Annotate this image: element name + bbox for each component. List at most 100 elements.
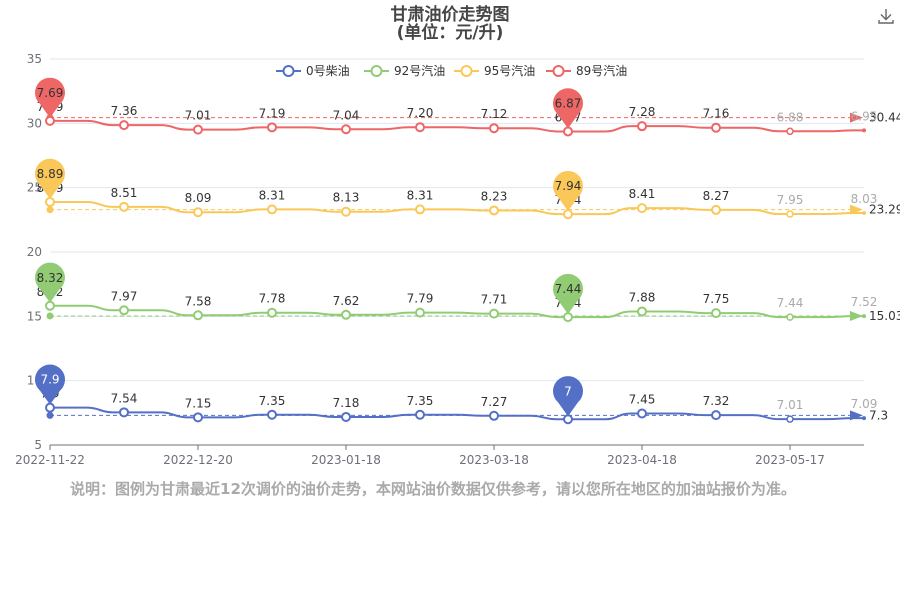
average-arrow (850, 112, 863, 123)
data-point (489, 410, 499, 421)
data-point (711, 204, 721, 215)
data-label: 7.16 (703, 107, 730, 121)
data-point (415, 307, 425, 318)
legend-item[interactable]: 0号柴油 (276, 64, 350, 78)
marker-pin-label: 7.44 (555, 282, 582, 296)
data-label: 7.75 (703, 292, 730, 306)
data-label: 7.45 (629, 392, 656, 406)
chart-title: 甘肃油价走势图 (391, 4, 510, 25)
data-point (563, 209, 573, 220)
data-point (341, 309, 351, 320)
data-point (786, 210, 794, 218)
x-tick-label: 2023-05-17 (755, 453, 825, 467)
data-label: 7.32 (703, 394, 730, 408)
average-start-dot (46, 411, 54, 419)
y-tick-label: 25 (27, 181, 42, 195)
legend-swatch-marker (370, 65, 383, 77)
data-point (267, 204, 277, 215)
marker-pin-label: 6.87 (555, 96, 582, 110)
y-tick-label: 30 (27, 116, 42, 130)
legend-label: 0号柴油 (306, 64, 350, 78)
data-label: 8.31 (407, 188, 434, 202)
data-point (862, 416, 866, 421)
data-point (637, 408, 647, 419)
data-point (119, 120, 129, 131)
data-point (563, 312, 573, 323)
data-label: 7.88 (629, 290, 656, 304)
data-label: 6.88 (777, 110, 804, 124)
marker-pin (35, 77, 65, 118)
data-label: 7.97 (111, 289, 138, 303)
legend-swatch-marker (552, 65, 565, 77)
data-point (341, 206, 351, 217)
series-line (50, 119, 864, 133)
data-label: 7.58 (185, 294, 212, 308)
data-label: 7.35 (407, 394, 434, 408)
marker-pin (553, 273, 584, 315)
data-point (193, 412, 203, 423)
data-point (786, 127, 794, 136)
data-label: 7.12 (481, 107, 508, 121)
series-line (50, 304, 864, 319)
y-tick-label: 15 (27, 309, 42, 323)
average-start-dot (46, 312, 54, 320)
data-label: 7.54 (111, 391, 138, 405)
data-point (862, 128, 866, 133)
legend-item[interactable]: 89号汽油 (546, 63, 627, 78)
marker-pin-label: 8.32 (37, 271, 64, 285)
data-label: 8.41 (629, 187, 656, 201)
data-point (45, 300, 55, 311)
data-label: 7.04 (333, 108, 360, 122)
data-label: 8.13 (333, 191, 360, 205)
legend-item[interactable]: 95号汽油 (454, 63, 535, 78)
x-axis: 2022-11-22 2022-12-20 2023-01-18 2023-03-18… (15, 444, 864, 467)
data-point (637, 203, 647, 214)
marker-pin (35, 262, 65, 303)
average-arrow (850, 204, 863, 215)
data-label: 7.27 (481, 395, 508, 409)
average-label: 23.29 (869, 203, 900, 217)
data-label: 7.36 (111, 104, 138, 118)
data-point (45, 402, 55, 413)
data-point (862, 314, 866, 319)
data-label: 7.44 (777, 296, 804, 310)
download-icon[interactable] (876, 6, 896, 26)
data-label: 8.23 (481, 189, 508, 203)
series-0号柴油: 7.3 7.9 7.54 7.15 7.35 7.18 7.35 7.27 7 7.45 7.32 7… (35, 364, 888, 425)
series-95号汽油: 23.29 8.89 8.51 8.09 8.31 8.13 8.31 8.23 7.94 8.4… (35, 158, 900, 220)
x-tick-label: 2022-11-22 (15, 453, 85, 467)
data-point (563, 414, 573, 425)
data-point (267, 409, 277, 420)
data-point (563, 126, 573, 137)
data-label: 7.09 (851, 397, 878, 411)
series-89号汽油: 30.44 7.69 7.36 7.01 7.19 7.04 7.20 7.12 6.87 7.2… (35, 77, 900, 137)
data-point (786, 313, 794, 321)
series-group: 7.3 7.9 7.54 7.15 7.35 7.18 7.35 7.27 7 7.45 7.32 7… (35, 77, 900, 425)
x-tick-label: 2022-12-20 (163, 453, 233, 467)
marker-pin (553, 170, 583, 212)
data-point (862, 211, 866, 216)
average-label: 30.44 (869, 111, 900, 125)
data-point (193, 207, 203, 218)
data-point (711, 308, 721, 319)
y-tick-label: 35 (27, 52, 42, 66)
x-tick-label: 2023-03-18 (459, 453, 529, 467)
data-point (489, 308, 499, 319)
data-label: 8.09 (185, 191, 212, 205)
data-point (415, 122, 425, 133)
legend[interactable]: 0号柴油 92号汽油 95号汽油 89号汽油 (276, 63, 627, 78)
y-tick-label: 5 (34, 438, 42, 452)
data-label: 8.03 (851, 192, 878, 206)
data-point (637, 121, 647, 132)
data-label: 7.19 (259, 106, 286, 120)
legend-item[interactable]: 92号汽油 (364, 63, 445, 78)
data-label: 7.28 (629, 105, 656, 119)
legend-label: 92号汽油 (394, 63, 445, 78)
data-point (193, 124, 203, 135)
legend-swatch-marker (282, 65, 295, 77)
marker-pin (553, 88, 583, 129)
data-point (267, 122, 277, 133)
average-arrow (850, 310, 863, 321)
average-arrow (850, 410, 863, 421)
